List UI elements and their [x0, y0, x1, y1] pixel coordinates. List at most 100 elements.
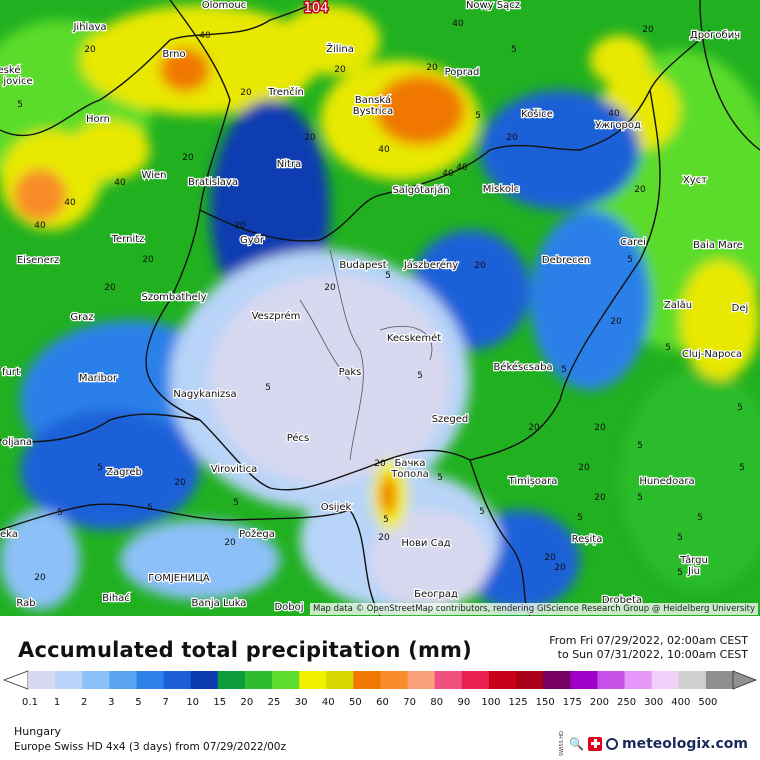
city-label: Győr — [240, 234, 265, 246]
city-label: Нови Сад — [401, 538, 450, 549]
city-label: Nagykanizsa — [173, 389, 236, 400]
city-label: Dej — [732, 303, 749, 314]
legend-swatch — [217, 671, 246, 689]
legend-arrow-right — [732, 670, 758, 690]
value-label: 20 — [594, 493, 606, 503]
value-label: 5 — [627, 255, 633, 265]
precipitation-map[interactable]: Olomouc Nowy Sącz Jihlava Brno Žilina Poprad Д… — [0, 0, 760, 616]
legend-tick-label: 250 — [616, 697, 637, 708]
city-label: furt — [2, 367, 20, 378]
legend-tick-label: 15 — [213, 697, 227, 708]
legend-swatch — [488, 671, 517, 689]
value-label: 20 — [594, 423, 606, 433]
city-label: Žilina — [326, 42, 354, 55]
city-label: Bratislava — [188, 177, 238, 188]
legend-tick-label: 100 — [481, 697, 501, 708]
legend-swatch — [624, 671, 653, 689]
value-label: 20 — [378, 533, 390, 543]
map-canvas: Olomouc Nowy Sącz Jihlava Brno Žilina Poprad Д… — [0, 0, 760, 616]
value-label: 40 — [64, 198, 76, 208]
value-label: 5 — [511, 45, 517, 55]
legend-ticks: 0.1 1 2 3 5 7 10 15 20 25 30 40 50 60 70 80 90 100 125 150 1… — [0, 697, 760, 711]
legend-swatch — [705, 671, 734, 689]
legend-tick-label: 20 — [240, 697, 254, 708]
legend-swatch — [651, 671, 680, 689]
legend-swatch — [543, 671, 571, 689]
city-label: ГОМЈЕНИЦА — [148, 573, 210, 584]
city-label: oljana — [2, 437, 32, 448]
legend-tick-label: 80 — [430, 697, 444, 708]
value-label: 5 — [479, 507, 485, 517]
city-label: Veszprém — [252, 310, 301, 322]
color-legend — [2, 670, 758, 690]
magnifier-icon: 🔍 — [569, 736, 585, 751]
city-label: Horn — [86, 114, 110, 125]
value-label: 20 — [554, 563, 566, 573]
legend-tick-label: 50 — [349, 697, 362, 708]
value-label: 5 — [739, 463, 745, 473]
city-label: Szombathely — [141, 292, 206, 303]
city-label: Târgu — [679, 554, 708, 566]
legend-swatch — [380, 671, 409, 689]
city-label: Ternitz — [111, 234, 145, 245]
map-attribution: Map data © OpenStreetMap contributors, r… — [310, 603, 758, 615]
date-from: From Fri 07/29/2022, 02:00am CEST — [549, 634, 748, 647]
value-label: 40 — [34, 221, 46, 231]
value-label: 5 — [17, 100, 23, 110]
city-label: Szeged — [432, 414, 469, 425]
legend-tick-label: 500 — [698, 697, 718, 708]
value-label: 20 — [474, 261, 486, 271]
city-label: Timișoara — [508, 476, 558, 487]
city-label: Kecskemét — [387, 332, 441, 344]
city-label: Jiu — [687, 566, 700, 577]
city-label: Cluj-Napoca — [682, 349, 742, 360]
city-label: Olomouc — [202, 0, 246, 11]
city-label: Salgótarján — [392, 184, 449, 196]
region-name: Hungary — [14, 725, 61, 738]
legend-tick-label: 90 — [457, 697, 471, 708]
value-label: 5 — [637, 441, 643, 451]
value-label: 5 — [97, 463, 103, 473]
city-label: Београд — [414, 589, 458, 600]
legend-swatch — [597, 671, 626, 689]
brand[interactable]: SWISS HD 🔍 meteologix.com — [559, 731, 748, 756]
value-label: 5 — [637, 493, 643, 503]
city-label: Miskolc — [483, 184, 519, 195]
value-label: 20 — [528, 423, 540, 433]
value-label: 20 — [426, 63, 438, 73]
legend-tick-label: 10 — [186, 697, 200, 708]
value-label: 20 — [174, 478, 186, 488]
value-label: 20 — [142, 255, 154, 265]
value-label: 5 — [437, 473, 443, 483]
value-label: 5 — [147, 503, 153, 513]
legend-tick-label: 300 — [644, 697, 664, 708]
city-label: Хуст — [683, 175, 707, 186]
legend-tick-label: 25 — [267, 697, 281, 708]
city-label: Graz — [70, 312, 93, 323]
legend-tick-label: 3 — [108, 697, 115, 708]
city-label: Požega — [239, 528, 275, 540]
value-label: 5 — [577, 513, 583, 523]
city-label: Pécs — [287, 432, 310, 444]
value-label: 5 — [697, 513, 703, 523]
legend-swatch — [678, 671, 707, 689]
city-label: Bihać — [102, 592, 130, 604]
city-label: eka — [0, 529, 18, 540]
value-label: 5 — [233, 498, 239, 508]
value-label: 20 — [642, 25, 654, 35]
legend-swatch — [434, 671, 463, 689]
legend-tick-label: 5 — [135, 697, 142, 708]
legend-swatch — [109, 671, 137, 689]
legend-swatch — [461, 671, 490, 689]
value-label: 20 — [324, 283, 336, 293]
date-range: From Fri 07/29/2022, 02:00am CEST to Sun… — [549, 634, 748, 662]
value-label: 20 — [506, 133, 518, 143]
city-label: Bystrica — [353, 106, 393, 117]
city-label: Banská — [355, 94, 391, 106]
value-label: 20 — [304, 133, 316, 143]
legend-arrow-left — [2, 670, 29, 690]
city-label: Eisenerz — [17, 255, 59, 266]
value-label: 20 — [104, 283, 116, 293]
value-label: 20 — [334, 65, 346, 75]
legend-swatch — [299, 671, 327, 689]
